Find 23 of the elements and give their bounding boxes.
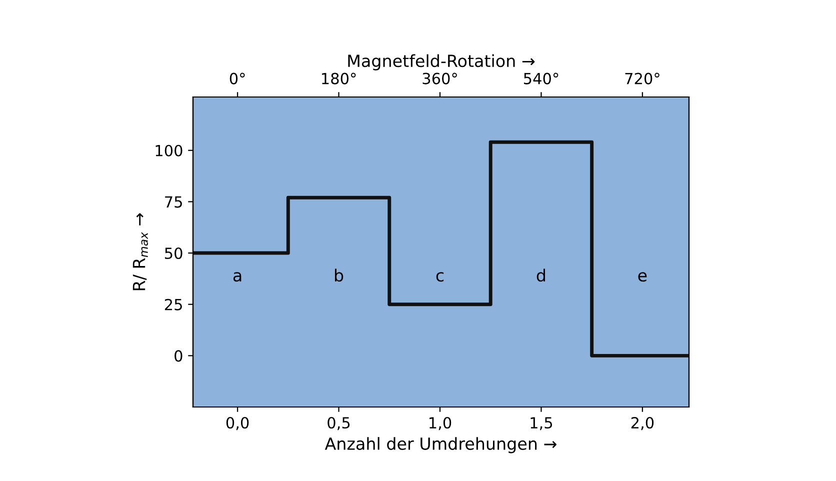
x2-tick-label: 0°: [230, 72, 245, 84]
annotation: a: [233, 272, 242, 282]
x2-tick-label: 360°: [422, 72, 457, 84]
y-axis-title: R/ R$_{max}$ →: [132, 213, 148, 290]
annotation: d: [536, 268, 545, 282]
x-tick-label: 1,0: [430, 416, 452, 430]
x2-tick-label: 180°: [322, 72, 356, 84]
x-tick-label: 0,5: [328, 416, 350, 430]
annotation: e: [638, 272, 647, 282]
x-tick-label: 0,0: [226, 416, 249, 430]
x-axis-title: Anzahl der Umdrehungen →: [324, 437, 556, 454]
y-tick-label: 75: [165, 196, 182, 208]
x2-tick-label: 540°: [524, 72, 558, 84]
annotation: b: [334, 268, 344, 282]
x2-axis-title: Magnetfeld-Rotation →: [348, 54, 535, 70]
y-tick-label: 0: [174, 350, 182, 362]
y-tick-label: 25: [164, 298, 182, 310]
x-tick-label: 2,0: [631, 416, 654, 430]
y-tick-label: 100: [156, 144, 182, 156]
annotation: c: [436, 272, 444, 282]
x-tick-label: 1,5: [530, 417, 552, 430]
y-tick-label: 50: [165, 247, 182, 260]
x2-tick-label: 720°: [625, 72, 660, 84]
